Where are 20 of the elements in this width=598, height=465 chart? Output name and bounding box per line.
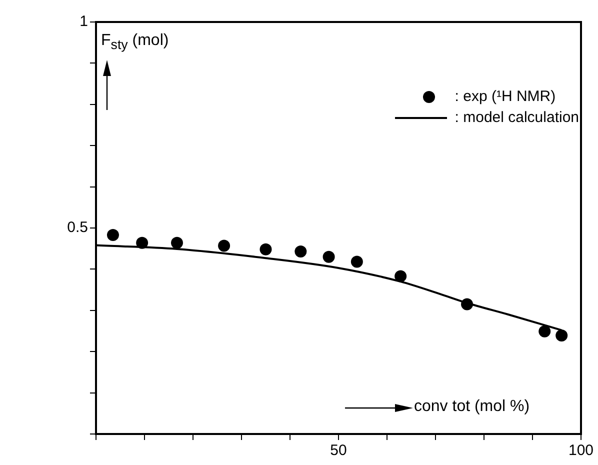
point <box>394 270 407 282</box>
point <box>350 256 363 268</box>
point <box>461 298 474 310</box>
point <box>322 250 335 263</box>
x-tick-label: 100 <box>568 442 594 460</box>
x-axis-title: conv tot (mol %) <box>414 398 530 416</box>
y-axis-title: F$_{sty}$ (mol) <box>101 32 169 52</box>
point <box>106 229 119 242</box>
point <box>218 240 230 252</box>
x-tick-label: 50 <box>330 442 347 460</box>
point <box>170 236 183 249</box>
point <box>538 325 551 338</box>
y-tick-label: 0.5 <box>67 219 88 236</box>
point <box>294 245 307 258</box>
y-tick-label: 1 <box>80 13 88 30</box>
legend-label: : exp (¹H NMR) <box>454 88 556 105</box>
point <box>136 236 148 249</box>
point <box>556 330 568 342</box>
legend-label: : model calculation <box>454 109 579 126</box>
point <box>260 243 272 256</box>
